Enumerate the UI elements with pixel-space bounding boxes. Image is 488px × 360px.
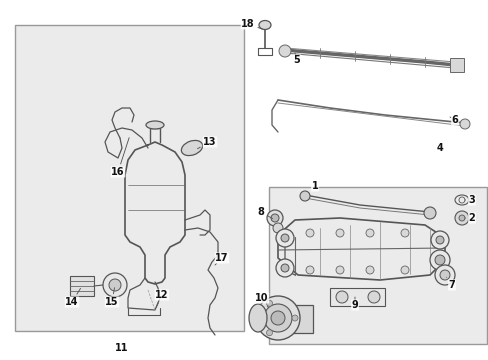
Circle shape (266, 300, 272, 306)
Circle shape (434, 265, 454, 285)
Circle shape (400, 229, 408, 237)
Bar (449, 58, 463, 72)
Ellipse shape (259, 21, 270, 30)
Circle shape (264, 304, 291, 332)
Circle shape (299, 191, 309, 201)
Circle shape (435, 236, 443, 244)
Circle shape (305, 266, 313, 274)
Circle shape (275, 259, 293, 277)
Text: 9: 9 (351, 297, 358, 310)
Circle shape (429, 250, 449, 270)
Circle shape (458, 215, 464, 221)
Text: 12: 12 (155, 290, 168, 307)
Circle shape (266, 210, 283, 226)
Circle shape (365, 266, 373, 274)
Circle shape (256, 296, 299, 340)
Text: 17: 17 (215, 253, 228, 265)
Circle shape (270, 214, 279, 222)
Ellipse shape (181, 140, 202, 156)
Ellipse shape (248, 304, 266, 332)
Text: 10: 10 (255, 293, 268, 308)
Circle shape (272, 223, 283, 233)
Text: 16: 16 (111, 138, 129, 177)
Text: 13: 13 (197, 137, 216, 149)
Circle shape (454, 211, 468, 225)
Bar (278, 305, 312, 333)
Text: 18: 18 (241, 19, 262, 29)
Text: 4: 4 (436, 143, 443, 153)
Circle shape (434, 255, 444, 265)
Circle shape (279, 45, 290, 57)
Bar (15, 25, 244, 331)
Circle shape (291, 315, 297, 321)
Text: 7: 7 (446, 277, 454, 290)
Text: 15: 15 (105, 288, 119, 307)
Ellipse shape (146, 121, 163, 129)
Bar (329, 288, 384, 306)
Text: 1: 1 (309, 181, 318, 194)
Circle shape (275, 229, 293, 247)
Circle shape (109, 279, 121, 291)
Text: 8: 8 (257, 207, 272, 219)
Text: 2: 2 (464, 213, 474, 223)
Circle shape (335, 266, 343, 274)
Circle shape (459, 119, 469, 129)
Circle shape (367, 291, 379, 303)
Circle shape (400, 266, 408, 274)
Circle shape (266, 330, 272, 336)
Circle shape (103, 273, 127, 297)
Bar (260, 310, 278, 320)
Circle shape (270, 311, 285, 325)
Text: 11: 11 (115, 343, 128, 353)
Text: 6: 6 (449, 115, 457, 125)
Text: 5: 5 (293, 53, 300, 65)
Circle shape (365, 229, 373, 237)
Circle shape (305, 229, 313, 237)
Circle shape (423, 207, 435, 219)
Circle shape (281, 234, 288, 242)
Circle shape (281, 264, 288, 272)
Circle shape (439, 270, 449, 280)
Text: 3: 3 (464, 195, 474, 205)
Text: 14: 14 (65, 288, 81, 307)
Circle shape (335, 229, 343, 237)
Bar (268, 187, 486, 344)
Circle shape (430, 231, 448, 249)
Circle shape (335, 291, 347, 303)
Bar (70, 276, 94, 296)
